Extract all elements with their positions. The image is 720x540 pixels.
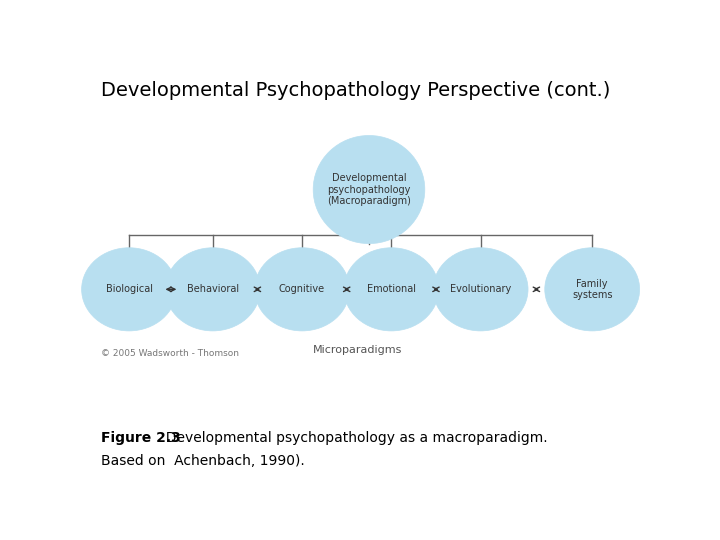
Ellipse shape (313, 136, 425, 244)
Ellipse shape (255, 248, 349, 331)
Text: Biological: Biological (106, 285, 153, 294)
Ellipse shape (344, 248, 438, 331)
Ellipse shape (545, 248, 639, 331)
Text: Developmental Psychopathology Perspective (cont.): Developmental Psychopathology Perspectiv… (101, 82, 611, 100)
Text: © 2005 Wadsworth - Thomson: © 2005 Wadsworth - Thomson (101, 349, 239, 358)
Text: Based on  Achenbach, 1990).: Based on Achenbach, 1990). (101, 454, 305, 468)
Ellipse shape (81, 248, 176, 331)
Ellipse shape (433, 248, 528, 331)
Text: Developmental psychopathology as a macroparadigm.: Developmental psychopathology as a macro… (157, 431, 548, 445)
Text: Figure 2.3: Figure 2.3 (101, 431, 181, 445)
Text: Family
systems: Family systems (572, 279, 613, 300)
Text: Microparadigms: Microparadigms (313, 345, 402, 355)
Ellipse shape (166, 248, 260, 331)
Text: Emotional: Emotional (366, 285, 416, 294)
Text: Developmental
psychopathology
(Macroparadigm): Developmental psychopathology (Macropara… (327, 173, 411, 206)
Text: Evolutionary: Evolutionary (450, 285, 511, 294)
Text: Cognitive: Cognitive (279, 285, 325, 294)
Text: Behavioral: Behavioral (186, 285, 239, 294)
